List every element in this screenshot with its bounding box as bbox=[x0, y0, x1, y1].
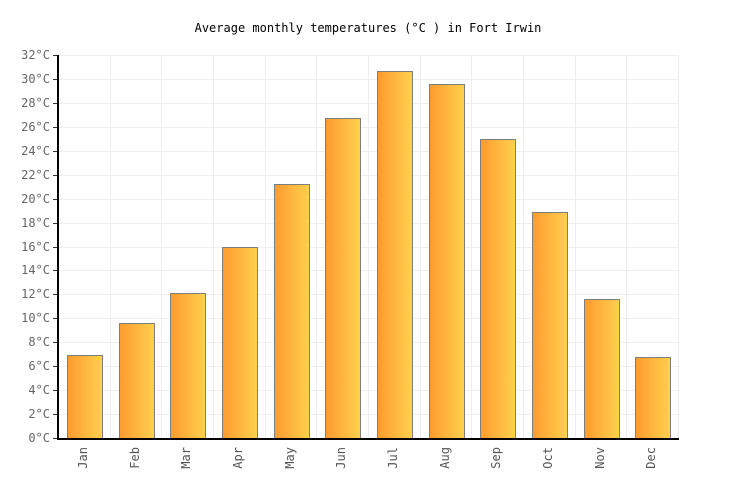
y-axis-tick-mark bbox=[53, 390, 57, 392]
v-gridline bbox=[420, 55, 421, 438]
bar-apr bbox=[221, 246, 258, 438]
h-gridline bbox=[59, 366, 679, 368]
y-axis-tick-label: 12°C bbox=[21, 287, 50, 302]
x-axis-label-nov: Nov bbox=[592, 447, 607, 469]
y-axis-tick-label: 30°C bbox=[21, 71, 50, 86]
v-gridline bbox=[368, 55, 369, 438]
y-axis-tick-label: 4°C bbox=[28, 383, 50, 398]
h-gridline bbox=[59, 102, 679, 104]
h-gridline bbox=[59, 78, 679, 80]
y-axis-tick-mark bbox=[53, 342, 57, 344]
y-axis-tick-mark bbox=[53, 294, 57, 296]
bar-mar bbox=[170, 293, 207, 438]
v-gridline bbox=[110, 55, 111, 438]
h-gridline bbox=[59, 55, 679, 56]
bar-aug bbox=[428, 83, 465, 438]
y-axis-tick-label: 32°C bbox=[21, 48, 50, 62]
bar-dec bbox=[635, 356, 672, 438]
bar-jul bbox=[376, 70, 413, 438]
x-axis-label-aug: Aug bbox=[437, 447, 452, 469]
y-axis-tick-mark bbox=[53, 55, 57, 56]
h-gridline bbox=[59, 414, 679, 416]
x-axis-label-oct: Oct bbox=[540, 447, 555, 469]
v-gridline bbox=[265, 55, 266, 438]
bar-feb bbox=[118, 323, 155, 438]
bar-oct bbox=[531, 211, 568, 438]
x-axis-label-dec: Dec bbox=[644, 447, 659, 469]
h-gridline bbox=[59, 294, 679, 296]
chart-title: Average monthly temperatures (°C ) in Fo… bbox=[194, 21, 542, 35]
v-gridline bbox=[626, 55, 627, 438]
h-gridline bbox=[59, 222, 679, 224]
x-axis-label-jun: Jun bbox=[334, 447, 349, 469]
y-axis-tick-mark bbox=[53, 126, 57, 128]
y-axis-tick-label: 22°C bbox=[21, 167, 50, 182]
y-axis-tick-mark bbox=[53, 174, 57, 176]
y-axis-tick-mark bbox=[53, 414, 57, 416]
y-axis-tick-label: 28°C bbox=[21, 95, 50, 110]
y-axis-tick-label: 18°C bbox=[21, 215, 50, 230]
h-gridline bbox=[59, 174, 679, 176]
h-gridline bbox=[59, 198, 679, 200]
y-axis-tick-mark bbox=[53, 366, 57, 368]
h-gridline bbox=[59, 270, 679, 272]
x-axis-label-jan: Jan bbox=[75, 447, 90, 469]
v-gridline bbox=[678, 55, 679, 438]
h-gridline bbox=[59, 390, 679, 392]
bar-may bbox=[273, 184, 310, 438]
y-axis-tick-label: 24°C bbox=[21, 143, 50, 158]
y-axis-tick-mark bbox=[53, 150, 57, 152]
v-gridline bbox=[575, 55, 576, 438]
x-axis-label-apr: Apr bbox=[230, 447, 245, 469]
y-axis-tick-label: 0°C bbox=[28, 431, 50, 445]
y-axis-tick-label: 14°C bbox=[21, 263, 50, 278]
y-axis-tick-label: 20°C bbox=[21, 191, 50, 206]
y-axis-tick-label: 16°C bbox=[21, 239, 50, 254]
y-axis-tick-mark bbox=[53, 222, 57, 224]
v-gridline bbox=[213, 55, 214, 438]
y-axis-tick-mark bbox=[53, 318, 57, 320]
h-gridline bbox=[59, 342, 679, 344]
bar-sep bbox=[480, 138, 517, 438]
x-axis-label-feb: Feb bbox=[127, 447, 142, 469]
v-gridline bbox=[316, 55, 317, 438]
bar-nov bbox=[583, 299, 620, 438]
y-axis-tick-mark bbox=[53, 246, 57, 248]
y-axis-tick-mark bbox=[53, 270, 57, 272]
plot-area bbox=[57, 55, 679, 440]
y-axis-tick-label: 8°C bbox=[28, 335, 50, 350]
y-axis-tick-mark bbox=[53, 102, 57, 104]
bar-jun bbox=[325, 118, 362, 438]
x-axis-label-mar: Mar bbox=[179, 447, 194, 469]
x-axis-label-sep: Sep bbox=[489, 447, 504, 469]
y-axis-tick-label: 10°C bbox=[21, 311, 50, 326]
v-gridline bbox=[523, 55, 524, 438]
h-gridline bbox=[59, 150, 679, 152]
h-gridline bbox=[59, 126, 679, 128]
y-axis-tick-mark bbox=[53, 78, 57, 80]
h-gridline bbox=[59, 246, 679, 248]
v-gridline bbox=[161, 55, 162, 438]
y-axis-tick-label: 26°C bbox=[21, 119, 50, 134]
x-axis-label-jul: Jul bbox=[385, 447, 400, 469]
y-axis-tick-mark bbox=[53, 198, 57, 200]
y-axis-tick-label: 2°C bbox=[28, 407, 50, 422]
y-axis-tick-label: 6°C bbox=[28, 359, 50, 374]
h-gridline bbox=[59, 318, 679, 320]
x-axis-label-may: May bbox=[282, 447, 297, 469]
bar-jan bbox=[66, 355, 103, 438]
y-axis-tick-mark bbox=[53, 438, 57, 439]
v-gridline bbox=[471, 55, 472, 438]
